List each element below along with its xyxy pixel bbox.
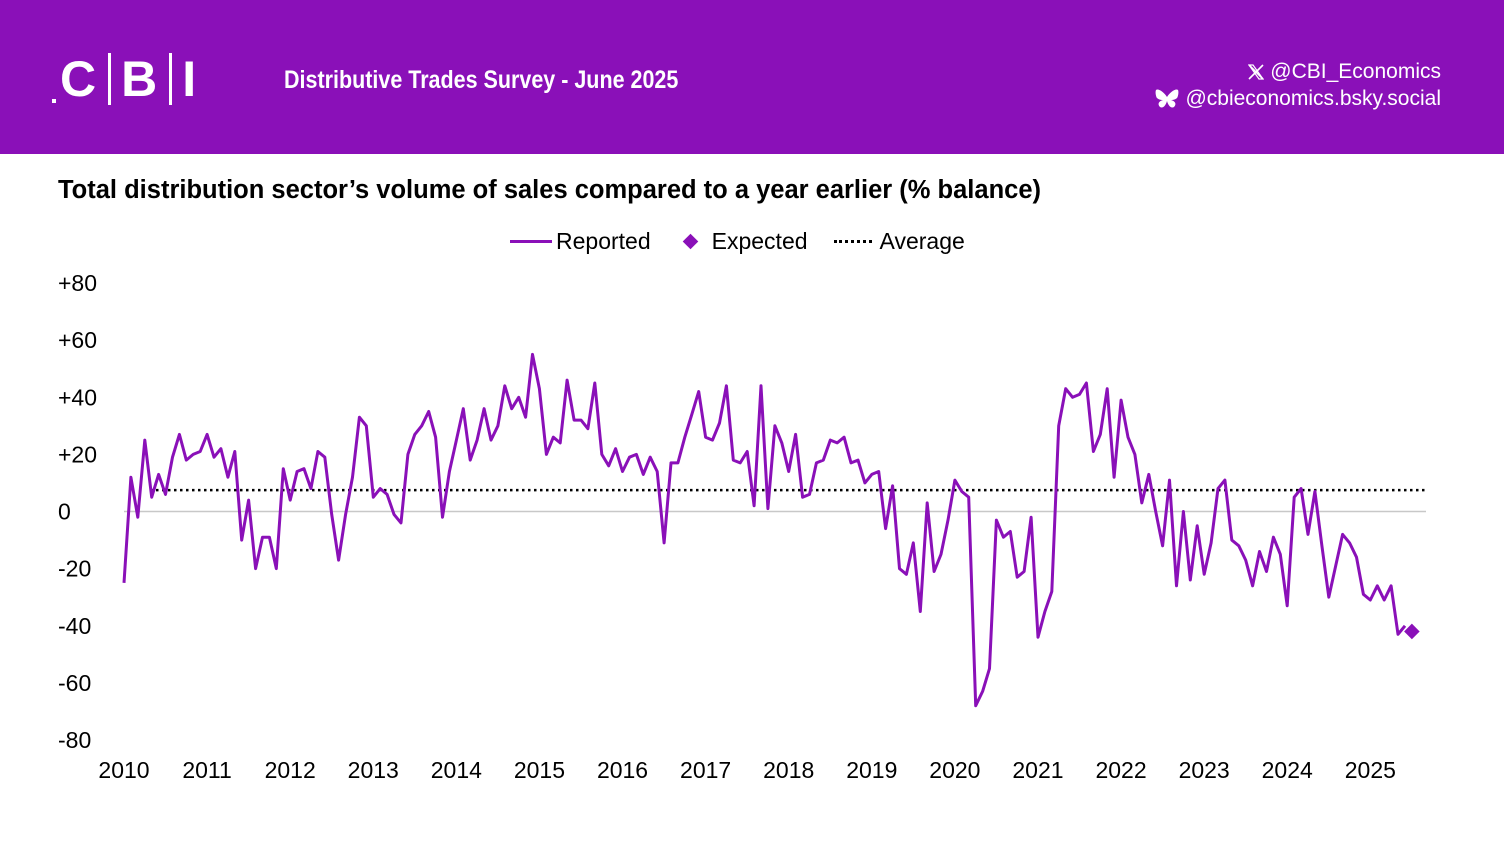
x-handle: @CBI_Economics (1270, 60, 1441, 83)
x-tick-label: 2020 (929, 757, 980, 783)
x-tick-label: 2018 (763, 757, 814, 783)
x-tick-label: 2022 (1095, 757, 1146, 783)
y-tick-label: +80 (58, 270, 97, 296)
logo-letter-c: C (60, 51, 99, 107)
survey-title: Distributive Trades Survey - June 2025 (284, 66, 679, 94)
x-tick-label: 2025 (1345, 757, 1396, 783)
chart-title: Total distribution sector’s volume of sa… (58, 176, 1041, 204)
x-tick-label: 2017 (680, 757, 731, 783)
y-tick-label: +60 (58, 327, 97, 353)
legend-average: Average (833, 228, 965, 255)
y-tick-label: -80 (58, 727, 91, 753)
logo-divider (108, 53, 112, 105)
legend-line-swatch (510, 240, 552, 243)
x-tick-label: 2011 (182, 757, 231, 783)
x-tick-label: 2010 (98, 757, 149, 783)
logo-divider (169, 53, 173, 105)
x-tick-label: 2012 (265, 757, 316, 783)
bluesky-handle: @cbieconomics.bsky.social (1185, 87, 1441, 110)
social-handles: @CBI_Economics @cbieconomics.bsky.social (1155, 58, 1441, 112)
x-tick-label: 2023 (1179, 757, 1230, 783)
y-tick-label: -40 (58, 613, 91, 639)
x-icon (1248, 63, 1265, 80)
y-tick-label: -20 (58, 556, 91, 582)
legend-average-label: Average (879, 228, 965, 254)
legend-expected: Expected (677, 228, 808, 255)
y-tick-label: +40 (58, 384, 97, 410)
legend-reported-label: Reported (556, 228, 651, 254)
x-tick-label: 2021 (1012, 757, 1063, 783)
legend-reported: Reported (510, 228, 651, 255)
legend-expected-label: Expected (711, 228, 808, 254)
chart-legend: Reported Expected Average (510, 228, 991, 255)
cbi-logo: C B I (52, 50, 198, 108)
x-tick-label: 2019 (846, 757, 897, 783)
social-x[interactable]: @CBI_Economics (1155, 58, 1441, 85)
x-tick-label: 2024 (1262, 757, 1313, 783)
legend-dotted-swatch (833, 240, 872, 243)
x-tick-label: 2013 (348, 757, 399, 783)
logo-letter-i: I (182, 51, 199, 107)
header-banner: C B I Distributive Trades Survey - June … (0, 0, 1504, 154)
butterfly-icon (1155, 88, 1179, 110)
reported-series-line (122, 352, 1407, 708)
social-bluesky[interactable]: @cbieconomics.bsky.social (1155, 85, 1441, 112)
y-tick-label: +20 (58, 441, 97, 467)
logo-letter-b: B (121, 51, 160, 107)
y-tick-label: 0 (58, 499, 71, 525)
x-tick-label: 2015 (514, 757, 565, 783)
x-tick-label: 2014 (431, 757, 482, 783)
x-tick-label: 2016 (597, 757, 648, 783)
expected-point (1404, 623, 1420, 640)
y-tick-label: -60 (58, 670, 91, 696)
logo-dot-decoration (52, 99, 56, 103)
